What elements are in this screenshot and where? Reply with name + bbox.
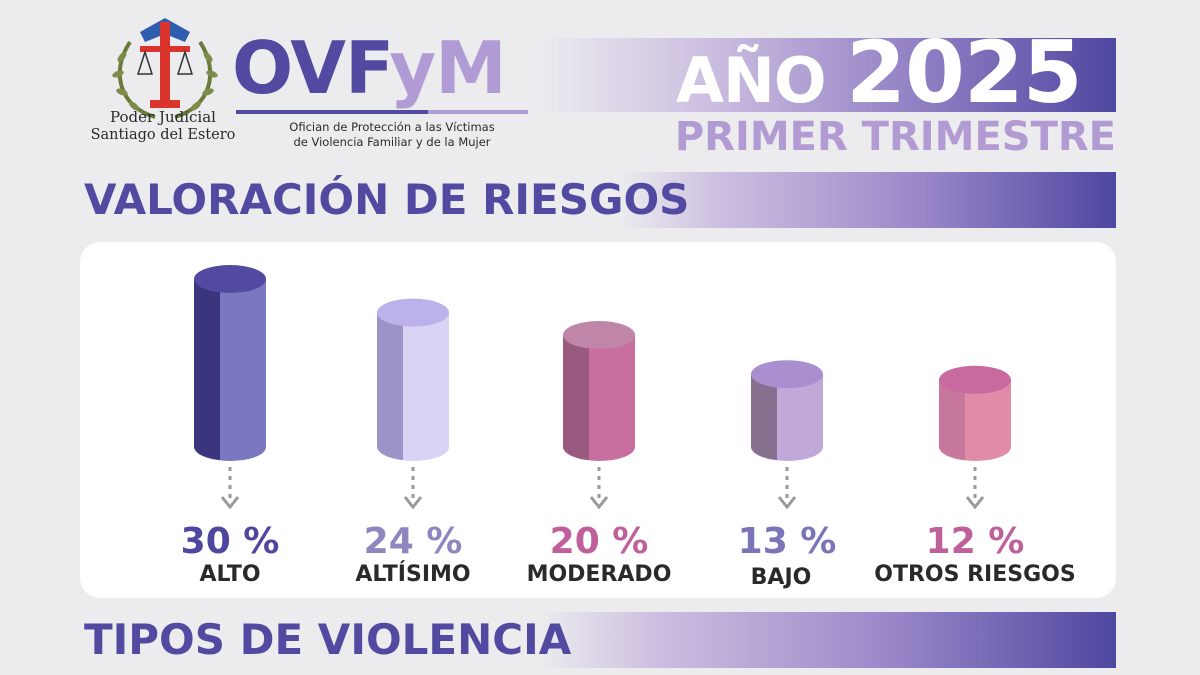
arrow-down-icon xyxy=(220,496,240,510)
cylinder-top xyxy=(377,298,449,327)
brand-underline xyxy=(236,110,528,114)
chart-card: 30 % ALTO 24 % ALTÍSIMO 20 % MODERADO 13 % BAJO… xyxy=(80,242,1116,598)
year-prefix: AÑO xyxy=(676,44,827,117)
subtitle-line1: Ofician de Protección a las Víctimas xyxy=(289,120,495,134)
category-label: ALTO xyxy=(199,562,260,587)
institution-line1: Poder Judicial xyxy=(110,108,216,126)
cylinder-top xyxy=(939,365,1011,394)
judicial-crest-logo xyxy=(112,18,218,119)
cylinder-top xyxy=(563,321,635,349)
risk-chart: 30 %ALTO 24 %ALTÍSIMO 20 %MODERADO 13 % BAJO… xyxy=(181,265,1076,590)
category-label: MODERADO xyxy=(527,562,672,587)
brand-text-a: OVF xyxy=(232,26,390,110)
arrow-down-icon xyxy=(965,496,985,510)
year-number: 2025 xyxy=(846,23,1082,123)
cylinder-shade xyxy=(377,312,403,460)
value-label: 24 % xyxy=(364,521,463,562)
category-label: OTROS RIESGOS xyxy=(874,562,1075,587)
cylinder-top xyxy=(194,265,266,293)
brand-underline-accent xyxy=(428,110,528,114)
arrow-down-icon xyxy=(777,496,797,510)
cylinder-shade xyxy=(563,335,589,460)
period-label: PRIMER TRIMESTRE xyxy=(674,114,1116,160)
section-violence-band xyxy=(540,612,1116,668)
cylinder-shade xyxy=(939,379,965,460)
year-heading: AÑO 2025 xyxy=(676,30,1083,124)
institution-line2: Santiago del Estero xyxy=(90,127,236,143)
section-risk-title: VALORACIÓN DE RIESGOS xyxy=(84,175,690,224)
value-label: 30 % xyxy=(181,521,280,562)
section-violence-title: TIPOS DE VIOLENCIA xyxy=(84,615,572,664)
brand-subtitle: Ofician de Protección a las Víctimas de … xyxy=(262,120,522,150)
category-label: ALTÍSIMO xyxy=(355,561,470,587)
cylinder-shade xyxy=(751,374,777,460)
cylinder-top xyxy=(751,360,823,389)
subtitle-line2: de Violencia Familiar y de la Mujer xyxy=(293,135,491,149)
brand-wordmark: OVFyM xyxy=(232,26,507,110)
value-label: 20 % xyxy=(550,521,649,562)
arrow-down-icon xyxy=(403,496,423,510)
cylinder-shade xyxy=(194,279,220,460)
section-risk-band xyxy=(620,172,1116,228)
brand-text-b: yM xyxy=(389,26,507,110)
value-label: 12 % xyxy=(926,521,1025,562)
category-label: BAJO xyxy=(751,565,812,590)
institution-name: Poder Judicial Santiago del Estero xyxy=(78,108,248,144)
arrow-down-icon xyxy=(589,496,609,510)
value-label: 13 % xyxy=(738,521,837,562)
year-banner xyxy=(540,38,1116,112)
